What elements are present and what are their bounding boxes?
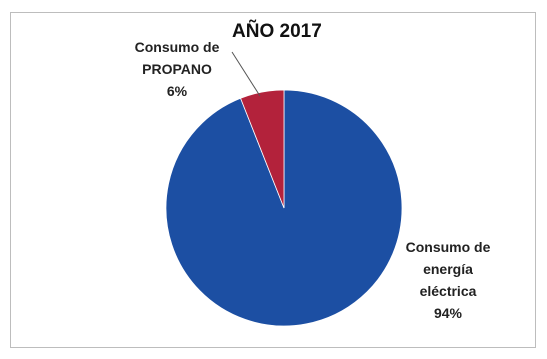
slice-label-electrica-line1: Consumo de xyxy=(405,239,491,255)
slice-propano xyxy=(240,89,285,209)
slice-label-electrica-line3: eléctrica xyxy=(419,283,477,299)
slice-label-propano-line1: Consumo de xyxy=(134,39,220,55)
slice-value-electrica: 94% xyxy=(433,305,463,321)
slice-value-propano: 6% xyxy=(166,83,188,99)
propano-leader-line xyxy=(231,51,261,97)
slice-label-electrica: Consumo de energía eléctrica 94% xyxy=(384,236,512,324)
chart-title: AÑO 2017 xyxy=(232,21,322,42)
slice-label-electrica-line2: energía xyxy=(423,261,473,277)
slice-label-propano-line2: PROPANO xyxy=(142,61,212,77)
slice-label-propano: Consumo de PROPANO 6% xyxy=(118,36,236,102)
